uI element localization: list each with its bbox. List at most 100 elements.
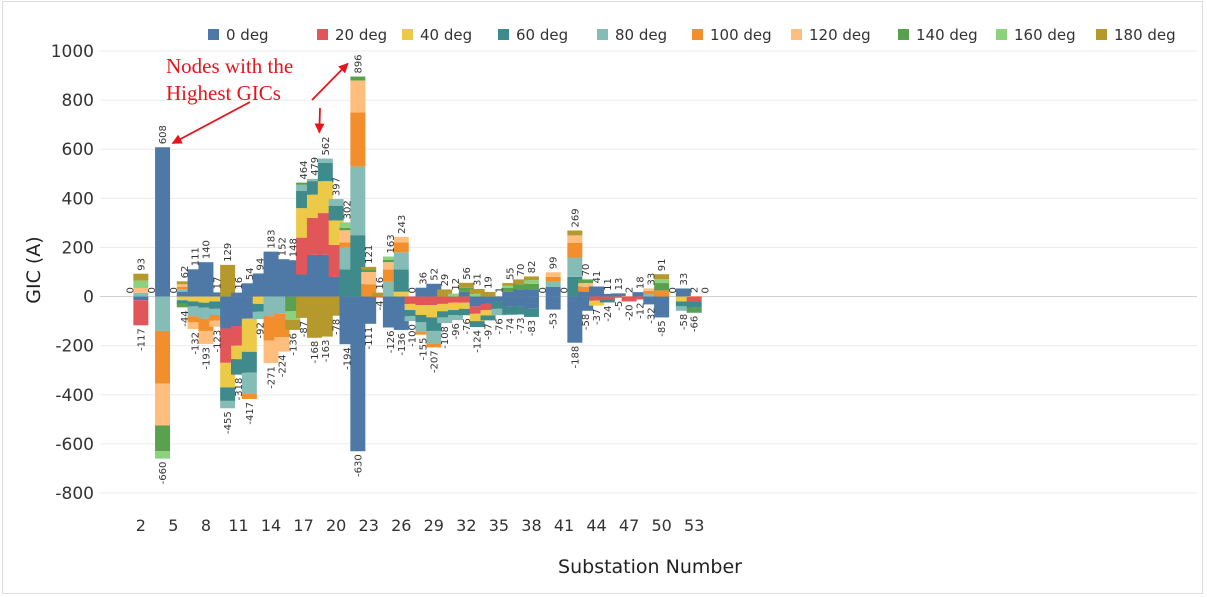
bar-segment <box>339 227 355 231</box>
max-value-label: 12 <box>451 278 462 291</box>
bar-segment <box>491 301 507 309</box>
bar-segment <box>448 293 463 297</box>
bar-segment <box>545 281 561 287</box>
min-value-label: -168 <box>310 341 321 364</box>
max-value-label: 2 <box>625 287 636 293</box>
legend-swatch <box>498 29 509 40</box>
bar-segment <box>133 273 149 281</box>
bar-segment <box>654 290 670 297</box>
bar-segment <box>252 311 268 320</box>
bar-segment <box>350 112 366 167</box>
bar-segment <box>632 296 648 300</box>
bar-segment <box>513 279 529 285</box>
max-value-label: 19 <box>484 276 495 289</box>
bar-segment <box>198 262 214 297</box>
bar-segment <box>361 296 377 324</box>
bar-segment <box>176 281 192 285</box>
bar-segment <box>176 289 192 292</box>
x-tick-label: 8 <box>201 516 211 535</box>
bar-segment <box>317 162 333 182</box>
x-tick-label: 26 <box>391 516 411 535</box>
min-value-label: -44 <box>180 310 191 326</box>
bar-segment <box>469 306 485 314</box>
bar-segment <box>133 296 149 301</box>
bar-segment <box>448 314 463 321</box>
max-value-label: 0 <box>169 287 180 293</box>
bar-segment <box>187 296 203 302</box>
bar-segment <box>198 302 214 308</box>
x-tick-label: 50 <box>651 516 671 535</box>
bar-segment <box>654 274 670 280</box>
y-tick-label: 1000 <box>51 42 94 62</box>
bar-segment <box>491 296 507 302</box>
bar-segment <box>415 305 431 315</box>
bar-segment <box>361 269 377 272</box>
max-value-label: 608 <box>158 125 169 144</box>
bar-segment <box>523 289 539 297</box>
annotation-arrow <box>314 107 325 134</box>
min-value-label: -117 <box>136 328 147 351</box>
bar-segment <box>241 318 257 352</box>
max-value-label: 18 <box>635 276 646 289</box>
legend-label: 100 deg <box>710 26 772 44</box>
bar-segment <box>426 343 442 348</box>
legend-swatch <box>791 29 802 40</box>
bar-segment <box>155 383 171 426</box>
bar-segment <box>155 451 171 459</box>
min-value-label: -455 <box>223 411 234 434</box>
bar-segment <box>654 283 670 291</box>
bar-segment <box>675 296 691 302</box>
bar-segment <box>133 300 149 326</box>
bar-segment <box>220 387 236 401</box>
x-tick-label: 23 <box>359 516 379 535</box>
max-value-label: 464 <box>299 161 310 180</box>
bar-segment <box>589 296 605 301</box>
y-axis-ticks: 1000 800 600 400 200 0 -200 -400 -600 -800 <box>51 42 94 504</box>
max-value-label: 0 <box>701 287 712 293</box>
legend-swatch <box>597 29 608 40</box>
min-value-label: -4 <box>375 301 386 311</box>
bar-segment <box>437 289 453 297</box>
max-value-label: 13 <box>614 278 625 291</box>
min-value-label: -660 <box>158 462 169 485</box>
min-value-label: -207 <box>429 350 440 373</box>
max-value-label: 70 <box>581 264 592 277</box>
bar-segment <box>415 296 431 306</box>
legend-swatch <box>208 29 219 40</box>
min-value-label: -224 <box>277 355 288 378</box>
max-value-label: 11 <box>603 278 614 291</box>
min-value-label: -83 <box>527 320 538 336</box>
bar-segment <box>133 287 149 293</box>
bar-segment <box>404 310 420 317</box>
bar-segment <box>675 306 691 311</box>
bar-segment <box>567 257 583 277</box>
bar-segment <box>686 301 702 308</box>
bar-segment <box>382 259 398 263</box>
bar-segment <box>285 319 301 330</box>
bar-segment <box>458 287 474 292</box>
max-value-label: 94 <box>256 258 267 271</box>
bar-segment <box>599 299 615 303</box>
bar-segment <box>198 307 214 319</box>
bar-segment <box>675 301 691 307</box>
bar-segment <box>458 296 474 303</box>
legend-label: 180 deg <box>1114 26 1176 44</box>
max-value-label: 31 <box>473 273 484 286</box>
min-value-label: -318 <box>234 378 245 401</box>
min-value-label: -78 <box>332 319 343 335</box>
y-tick-label: 800 <box>62 91 94 111</box>
min-value-label: -20 <box>625 304 636 320</box>
legend-swatch <box>898 29 909 40</box>
legend-label: 140 deg <box>916 26 978 44</box>
bar-segment <box>448 310 463 315</box>
max-value-label: 397 <box>332 177 343 196</box>
min-value-label: -108 <box>440 326 451 349</box>
bar-segment <box>523 283 539 290</box>
bar-segment <box>578 286 594 292</box>
max-value-label: 269 <box>570 208 581 227</box>
x-tick-label: 17 <box>293 516 313 535</box>
bar-segment <box>339 222 355 228</box>
x-axis-ticks: 2 5 8 11 14 17 20 23 26 29 32 35 38 41 44 47 50 53 <box>136 516 705 535</box>
bar-segment <box>155 425 171 452</box>
max-value-label: 0 <box>538 287 549 293</box>
